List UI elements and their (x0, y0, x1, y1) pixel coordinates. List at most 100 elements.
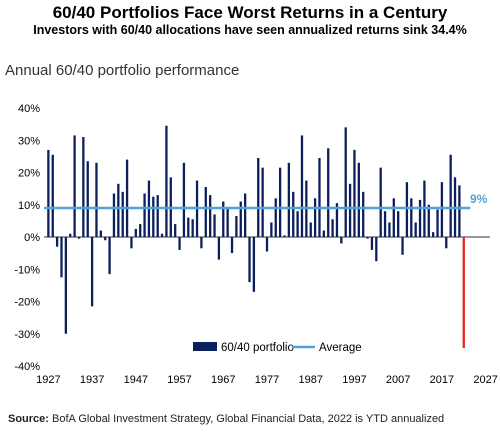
bar (160, 233, 164, 237)
bar (432, 232, 435, 237)
source-text: BofA Global Investment Strategy, Global … (52, 413, 445, 425)
bar (370, 237, 374, 250)
bar (313, 198, 317, 237)
bar (73, 135, 76, 237)
bar (226, 207, 229, 237)
y-tick-label: 20% (18, 168, 40, 180)
bar (200, 237, 203, 249)
bar (287, 162, 291, 237)
bar (401, 237, 404, 255)
bar (64, 237, 68, 334)
bar (209, 195, 212, 237)
y-tick-label: 30% (18, 135, 40, 147)
bar (187, 217, 190, 237)
bar (47, 149, 50, 237)
y-tick-label: 0% (24, 232, 40, 244)
bar (366, 237, 369, 239)
bar (414, 222, 417, 237)
bar (239, 201, 242, 237)
bar (283, 235, 286, 237)
bar (108, 237, 111, 275)
bar (112, 193, 116, 237)
bar (327, 148, 330, 237)
bar (134, 228, 137, 237)
bar (379, 167, 382, 237)
bar (397, 211, 400, 237)
bar (230, 237, 234, 254)
x-tick-label: 2027 (473, 374, 497, 386)
bar (143, 193, 146, 237)
bar (156, 195, 159, 237)
bar (152, 196, 155, 237)
x-tick-label: 1927 (36, 374, 60, 386)
bar (449, 154, 452, 237)
bar (292, 191, 295, 237)
bar (392, 198, 395, 237)
bar (270, 222, 273, 237)
source-label: Source: (8, 413, 49, 425)
bar (383, 211, 387, 237)
bar (217, 237, 221, 260)
bar (348, 183, 352, 237)
bar (213, 214, 216, 237)
average-value-label: 9% (470, 192, 488, 206)
bar (82, 137, 85, 237)
bar (60, 237, 63, 278)
x-tick-label: 1947 (124, 374, 148, 386)
bar (55, 237, 59, 247)
bar (353, 149, 356, 237)
bar (362, 191, 365, 237)
subheadline: Investors with 60/40 allocations have se… (33, 23, 467, 37)
bar (418, 199, 422, 237)
x-tick-label: 2007 (386, 374, 410, 386)
bar (458, 185, 461, 237)
x-tick-label: 1937 (80, 374, 104, 386)
bar (436, 209, 439, 237)
bar (300, 135, 304, 237)
bar (174, 224, 177, 237)
x-tick-label: 2017 (430, 374, 454, 386)
bar (204, 187, 207, 237)
bar (178, 237, 181, 250)
bar (375, 237, 378, 262)
bar (248, 237, 251, 283)
bar (331, 219, 334, 237)
bar (125, 159, 129, 237)
legend-bar-swatch (193, 342, 217, 351)
bar (69, 233, 72, 237)
bar (440, 182, 444, 237)
bar (318, 157, 321, 237)
bar (104, 237, 107, 241)
source-note: Source: BofA Global Investment Strategy,… (8, 413, 444, 425)
x-tick-label: 1977 (255, 374, 279, 386)
bar (410, 198, 413, 237)
bar (357, 162, 360, 237)
bar (99, 230, 102, 237)
bar (182, 162, 186, 237)
bar (252, 237, 256, 292)
bar (265, 237, 269, 252)
bar (121, 191, 124, 237)
y-tick-label: 10% (18, 200, 40, 212)
bar (139, 224, 142, 237)
bar (117, 183, 120, 237)
y-tick-label: -40% (14, 361, 40, 373)
bar (77, 237, 81, 239)
bar (222, 201, 225, 237)
bar (95, 162, 98, 237)
bar (322, 230, 325, 237)
average-group: 9% (44, 192, 488, 210)
bar (261, 167, 264, 237)
bar (309, 222, 312, 237)
bar (274, 198, 277, 237)
bar (344, 127, 347, 237)
headline: 60/40 Portfolios Face Worst Returns in a… (52, 3, 448, 22)
legend: 60/40 portfolio Average (193, 342, 362, 354)
x-tick-label: 1957 (167, 374, 191, 386)
legend-average-label: Average (319, 342, 362, 354)
bar (462, 237, 465, 348)
y-tick-label: 40% (18, 103, 40, 115)
bar (165, 125, 168, 237)
bar (257, 157, 260, 237)
bar (427, 204, 430, 237)
